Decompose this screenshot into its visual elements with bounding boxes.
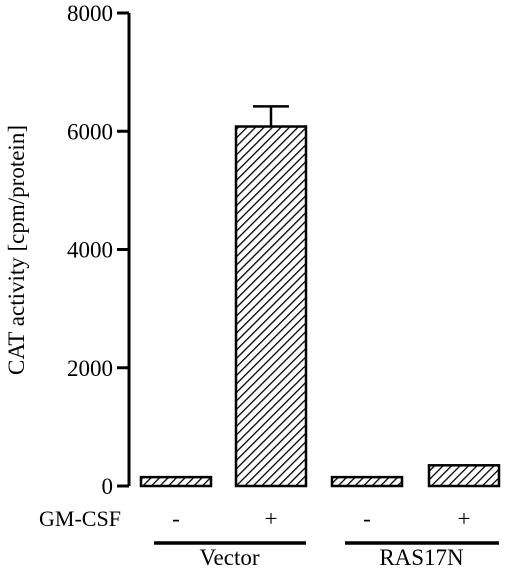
bar bbox=[330, 475, 404, 488]
group-label: RAS17N bbox=[379, 545, 464, 570]
error-bars bbox=[253, 105, 289, 127]
group-labels: Vector RAS17N bbox=[154, 541, 499, 570]
bar bbox=[427, 464, 501, 488]
y-tick-label: 6000 bbox=[67, 119, 113, 144]
x-tick-label: - bbox=[172, 506, 180, 531]
y-tick-label: 4000 bbox=[67, 238, 113, 263]
group-label: Vector bbox=[199, 545, 259, 570]
gm-csf-row-label: GM-CSF bbox=[39, 506, 121, 531]
y-tick-label: 8000 bbox=[67, 1, 113, 26]
bar bbox=[139, 475, 213, 488]
y-tick-label: 2000 bbox=[67, 356, 113, 381]
bar bbox=[234, 125, 308, 488]
x-tick-label: - bbox=[363, 506, 371, 531]
y-axis-ticks: 0 2000 4000 6000 8000 bbox=[67, 1, 129, 499]
y-tick-label: 0 bbox=[102, 474, 114, 499]
x-tick-labels: - + - + bbox=[172, 506, 470, 531]
x-tick-label: + bbox=[265, 506, 278, 531]
x-tick-label: + bbox=[458, 506, 471, 531]
y-axis-label: CAT activity [cpm/protein] bbox=[4, 125, 29, 375]
bars bbox=[139, 125, 501, 488]
